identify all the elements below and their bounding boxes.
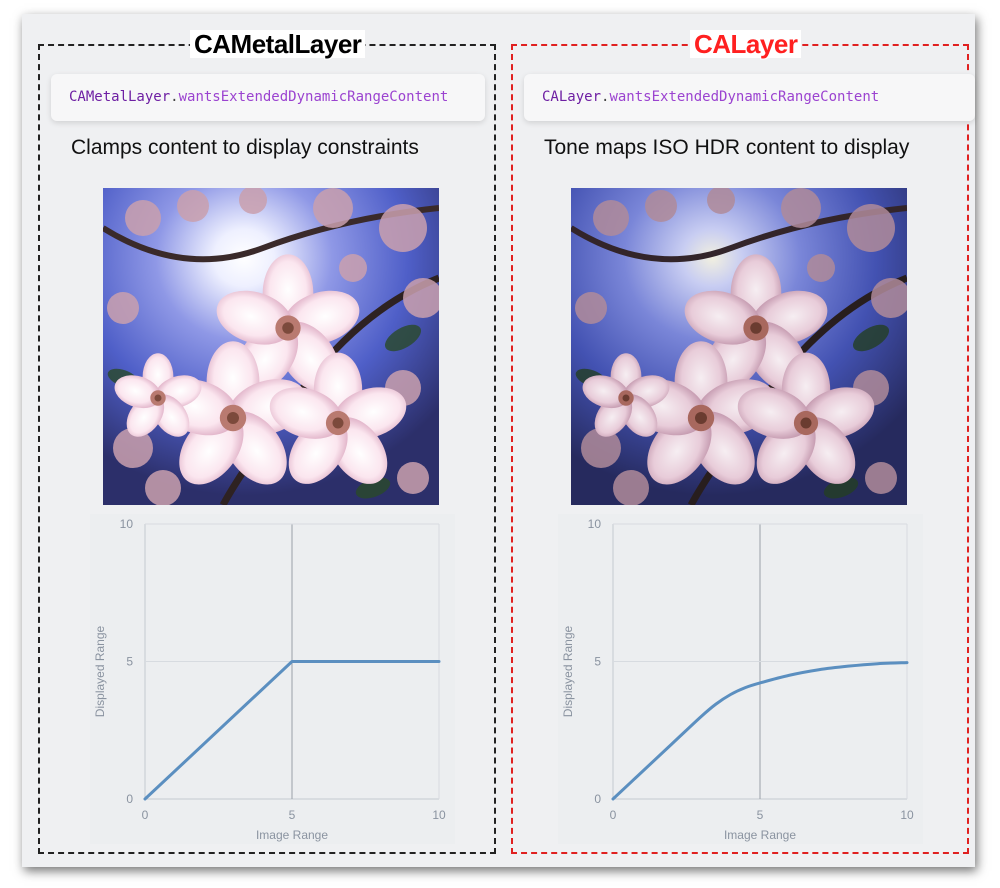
code-separator: . xyxy=(601,89,610,105)
y-tick-label: 5 xyxy=(594,655,601,669)
y-axis-title: Displayed Range xyxy=(561,625,575,717)
chart-tone-mapped: 0 5 10 0 5 10 Image Range Displayed Range xyxy=(558,514,923,844)
y-tick-label: 0 xyxy=(126,792,133,806)
x-axis-title: Image Range xyxy=(724,828,796,842)
code-snippet-calayer: CALayer.wantsExtendedDynamicRangeContent xyxy=(524,74,975,121)
panel-title-calayer: CALayer xyxy=(690,30,802,58)
x-tick-label: 0 xyxy=(610,808,617,822)
code-snippet-cametallayer: CAMetalLayer.wantsExtendedDynamicRangeCo… xyxy=(51,74,485,121)
code-class-name: CAMetalLayer xyxy=(69,89,171,105)
code-separator: . xyxy=(170,89,179,105)
y-axis-title: Displayed Range xyxy=(93,625,107,717)
chart-svg: 0 5 10 0 5 10 Image Range Displayed Range xyxy=(561,517,914,842)
chart-clamped: 0 5 10 0 5 10 Image Range Displayed Range xyxy=(90,514,455,844)
caption-calayer: Tone maps ISO HDR content to display xyxy=(544,136,910,159)
code-class-name: CALayer xyxy=(542,89,602,105)
y-tick-label: 0 xyxy=(594,792,601,806)
x-tick-label: 5 xyxy=(757,808,764,822)
code-property-name: wantsExtendedDynamicRangeContent xyxy=(609,89,880,105)
x-axis-title: Image Range xyxy=(256,828,328,842)
series-line xyxy=(611,661,909,801)
code-property-name: wantsExtendedDynamicRangeContent xyxy=(178,89,449,105)
x-tick-label: 5 xyxy=(289,808,296,822)
x-tick-label: 0 xyxy=(142,808,149,822)
y-tick-label: 10 xyxy=(120,517,134,531)
x-tick-label: 10 xyxy=(432,808,446,822)
cherry-blossom-photo-clamped xyxy=(103,188,439,505)
series-line xyxy=(143,660,441,801)
y-tick-label: 5 xyxy=(126,655,133,669)
y-tick-label: 10 xyxy=(588,517,602,531)
chart-svg: 0 5 10 0 5 10 Image Range Displayed Range xyxy=(93,517,446,842)
cherry-blossom-photo-tone-mapped xyxy=(571,188,907,505)
panel-title-cametallayer: CAMetalLayer xyxy=(190,30,366,58)
caption-cametallayer: Clamps content to display constraints xyxy=(71,136,419,159)
x-tick-label: 10 xyxy=(900,808,914,822)
